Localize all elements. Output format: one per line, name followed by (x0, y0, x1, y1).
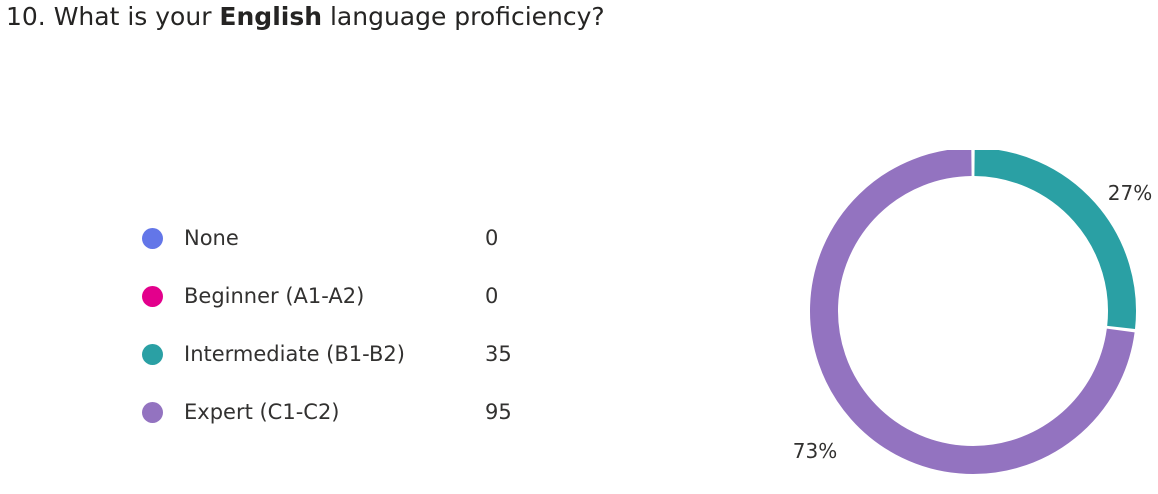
legend-item-beginner[interactable]: Beginner (A1-A2) 0 (142, 280, 542, 338)
legend-count: 0 (485, 284, 499, 308)
legend-count: 95 (485, 400, 512, 424)
legend-label: Expert (C1-C2) (184, 400, 340, 424)
slice-expert[interactable] (810, 148, 1135, 474)
data-label-expert: 73% (793, 439, 837, 463)
legend-count: 0 (485, 226, 499, 250)
question-prefix: 10. What is your (6, 2, 220, 31)
legend-item-none[interactable]: None 0 (142, 222, 542, 280)
legend-dot (142, 286, 163, 307)
question-suffix: language proficiency? (322, 2, 605, 31)
donut-chart: 27% 73% (780, 148, 1158, 490)
legend-label: None (184, 226, 239, 250)
legend-count: 35 (485, 342, 512, 366)
chart-legend: None 0 Beginner (A1-A2) 0 Intermediate (… (142, 222, 542, 454)
legend-label: Intermediate (B1-B2) (184, 342, 405, 366)
legend-dot (142, 402, 163, 423)
legend-dot (142, 344, 163, 365)
legend-item-intermediate[interactable]: Intermediate (B1-B2) 35 (142, 338, 542, 396)
data-label-intermediate: 27% (1108, 181, 1152, 205)
legend-label: Beginner (A1-A2) (184, 284, 365, 308)
legend-item-expert[interactable]: Expert (C1-C2) 95 (142, 396, 542, 454)
question-bold-word: English (219, 2, 323, 31)
legend-dot (142, 228, 163, 249)
question-title: 10. What is your English language profic… (6, 0, 605, 34)
donut-chart-svg: 27% 73% (793, 148, 1152, 474)
slice-intermediate[interactable] (974, 148, 1136, 329)
